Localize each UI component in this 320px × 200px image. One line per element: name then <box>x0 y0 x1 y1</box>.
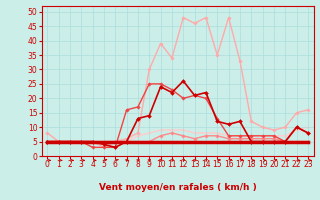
X-axis label: Vent moyen/en rafales ( km/h ): Vent moyen/en rafales ( km/h ) <box>99 183 256 192</box>
